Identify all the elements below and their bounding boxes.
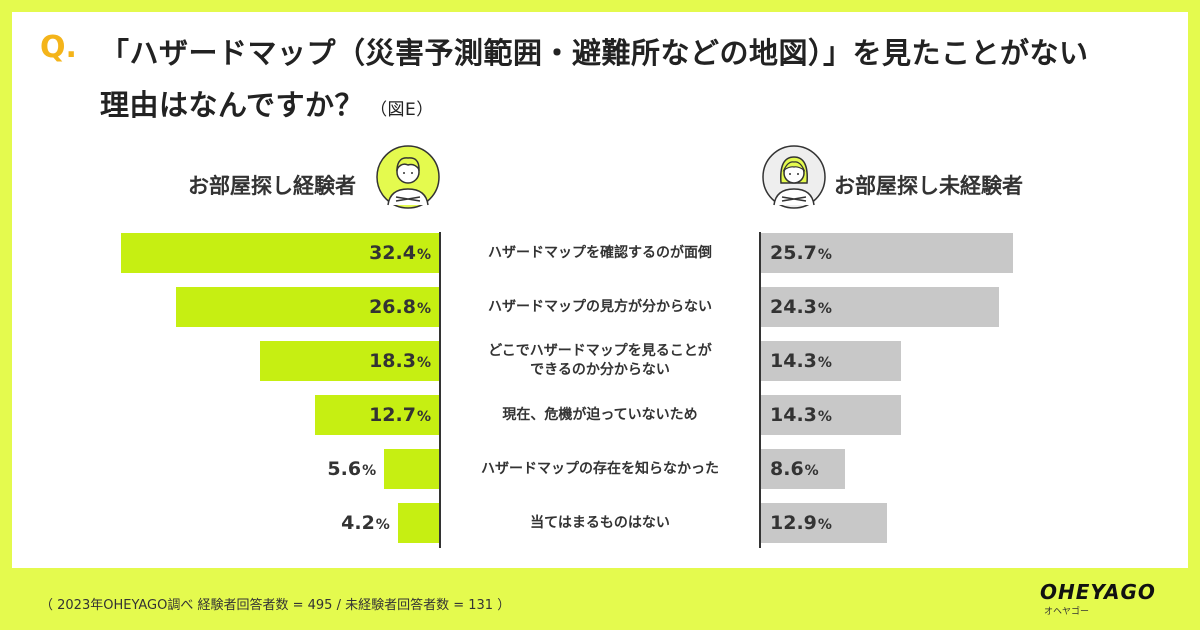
male-avatar-icon [376,145,440,209]
left-group-label: お部屋探し経験者 [188,174,356,198]
bar-experienced [176,287,439,327]
category-label: 当てはまるものはない [530,514,670,531]
logo-subtext: オヘヤゴー [1044,607,1090,617]
value-label-experienced: 32.4% [369,242,431,264]
value-label-inexperienced: 8.6% [770,458,819,480]
value-label-experienced: 18.3% [369,350,431,372]
bar-inexperienced [761,287,1000,327]
bar-inexperienced [761,341,902,381]
value-label-experienced: 12.7% [369,404,431,426]
value-label-inexperienced: 12.9% [770,512,832,534]
category-label: ハザードマップの存在を知らなかった [481,460,719,477]
bar-inexperienced [761,503,888,543]
category-label: どこでハザードマップを見ることが できるのか分からない [488,343,712,378]
female-avatar-icon [762,145,826,209]
bar-inexperienced [761,395,902,435]
bar-experienced [397,503,439,543]
source-note: （ 2023年OHEYAGO調べ 経験者回答者数 = 495 / 未経験者回答者… [40,598,511,613]
category-label: ハザードマップの見方が分からない [488,298,712,315]
chart-title-line2-text: 理由はなんですか？ [100,88,365,122]
bar-experienced [121,233,439,273]
value-label-experienced: 26.8% [369,296,431,318]
chart-title-line1: 「ハザードマップ（災害予測範囲・避難所などの地図）」を見たことがない [100,36,1089,70]
category-label: ハザードマップを確認するのが面倒 [488,244,712,261]
value-label-inexperienced: 14.3% [770,404,832,426]
value-label-experienced: 4.2% [341,512,390,534]
right-axis-line [759,232,761,548]
category-label: 現在、危機が迫っていないため [502,406,698,423]
bar-experienced [314,395,439,435]
value-label-inexperienced: 14.3% [770,350,832,372]
brand-logo: OHEYAGO オヘヤゴー [1040,580,1160,620]
value-label-experienced: 5.6% [327,458,377,480]
left-axis-line [439,232,441,548]
question-mark: Q. [40,30,77,65]
bar-inexperienced [761,233,1013,273]
logo-text: OHEYAGO [1040,580,1156,604]
right-group-label: お部屋探し未経験者 [834,174,1023,198]
value-label-inexperienced: 25.7% [770,242,832,264]
chart-title-line2: 理由はなんですか？ （図E） [100,82,434,124]
bar-experienced [384,449,439,489]
figure-note: （図E） [370,100,434,120]
bar-experienced [259,341,439,381]
bar-inexperienced [761,449,846,489]
value-label-inexperienced: 24.3% [770,296,832,318]
